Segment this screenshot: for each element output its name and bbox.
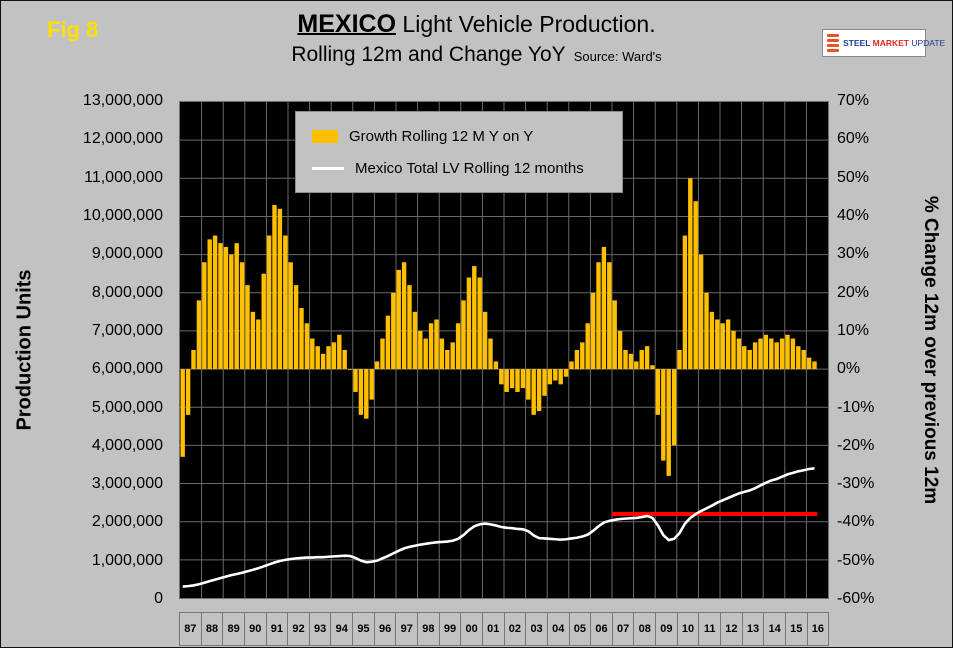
x-axis-tick-label: 92 bbox=[287, 613, 309, 645]
chart-title-country: MEXICO bbox=[297, 10, 397, 38]
left-axis-tick-label: 0 bbox=[154, 590, 163, 607]
plot-area: Growth Rolling 12 M Y on Y Mexico Total … bbox=[179, 101, 829, 599]
legend-bar-swatch bbox=[312, 129, 338, 143]
left-axis-tick-label: 9,000,000 bbox=[91, 245, 163, 263]
x-axis-tick-label: 99 bbox=[438, 613, 461, 645]
right-axis-tick-label: 40% bbox=[837, 206, 870, 224]
x-axis-tick-label: 09 bbox=[655, 613, 677, 645]
legend-item-production: Mexico Total LV Rolling 12 months bbox=[312, 152, 622, 184]
left-axis-ticks: 0 1,000,000 2,000,000 3,000,000 4,000,000 5,0… bbox=[41, 92, 169, 607]
left-axis-tick-label: 4,000,000 bbox=[91, 436, 163, 454]
x-axis-tick-label: 96 bbox=[373, 613, 396, 645]
right-axis-tick-label: -20% bbox=[837, 436, 875, 454]
left-axis-tick-label: 12,000,000 bbox=[82, 130, 163, 148]
x-axis-tick-label: 87 bbox=[179, 613, 201, 645]
left-axis-tick-label: 1,000,000 bbox=[91, 551, 163, 569]
right-axis-tick-label: 30% bbox=[837, 245, 870, 263]
x-axis-tick-label: 89 bbox=[222, 613, 244, 645]
left-axis-tick-label: 13,000,000 bbox=[82, 92, 163, 109]
right-axis-tick-label: 70% bbox=[837, 92, 870, 109]
left-axis-tick-label: 3,000,000 bbox=[91, 475, 163, 493]
logo-word-update: UPDATE bbox=[911, 38, 946, 48]
x-axis-tick-label: 16 bbox=[806, 613, 830, 645]
x-axis-tick-label: 88 bbox=[200, 613, 223, 645]
right-axis-ticks: -60% -50% -40% -30% -20% -10% 0% 10% 20% 30% 40% 50… bbox=[837, 92, 917, 607]
source-attribution: Source: Ward's bbox=[573, 49, 662, 65]
left-axis-tick-label: 2,000,000 bbox=[91, 513, 163, 531]
x-axis-tick-label: 91 bbox=[265, 613, 288, 645]
x-axis-tick-label: 11 bbox=[698, 613, 720, 645]
left-axis-tick-label: 11,000,000 bbox=[84, 168, 163, 186]
x-axis-tick-label: 95 bbox=[352, 613, 374, 645]
x-axis-tick-label: 15 bbox=[784, 613, 807, 645]
x-axis-tick-label: 06 bbox=[590, 613, 612, 645]
right-axis-title: % Change 12m over previous 12m bbox=[920, 195, 941, 505]
x-axis-tick-label: 04 bbox=[546, 613, 569, 645]
x-axis-tick-label: 01 bbox=[481, 613, 504, 645]
right-axis-tick-label: 0% bbox=[837, 360, 861, 378]
x-axis-tick-label: 02 bbox=[503, 613, 526, 645]
chart-subtitle: Rolling 12m and Change YoY Source: Ward's bbox=[1, 42, 952, 68]
x-axis-tick-label: 08 bbox=[633, 613, 655, 645]
x-axis-tick-label: 13 bbox=[741, 613, 764, 645]
x-axis-tick-label: 03 bbox=[525, 613, 547, 645]
x-axis-tick-label: 94 bbox=[330, 613, 352, 645]
logo-text: STEEL MARKET UPDATE bbox=[843, 38, 945, 48]
logo-word-market: MARKET bbox=[872, 38, 909, 48]
left-axis-tick-label: 10,000,000 bbox=[82, 206, 163, 224]
left-axis-tick-label: 5,000,000 bbox=[91, 398, 163, 416]
right-axis-tick-label: 60% bbox=[837, 130, 870, 148]
chart-canvas bbox=[180, 102, 828, 598]
logo-stripes-icon bbox=[827, 34, 839, 52]
right-axis-tick-label: -50% bbox=[837, 551, 875, 569]
left-axis-tick-label: 8,000,000 bbox=[91, 283, 163, 301]
chart-legend: Growth Rolling 12 M Y on Y Mexico Total … bbox=[295, 111, 623, 193]
right-axis-tick-label: 50% bbox=[837, 168, 870, 186]
left-axis-tick-label: 7,000,000 bbox=[91, 321, 163, 339]
right-axis-tick-label: -40% bbox=[837, 513, 875, 531]
left-axis-title: Production Units bbox=[13, 269, 36, 431]
x-axis-tick-label: 07 bbox=[611, 613, 634, 645]
x-axis-tick-label: 90 bbox=[243, 613, 266, 645]
right-axis-tick-label: 10% bbox=[837, 321, 870, 339]
legend-label-growth: Growth Rolling 12 M Y on Y bbox=[349, 127, 534, 145]
x-axis-tick-label: 14 bbox=[763, 613, 785, 645]
left-axis-tick-label: 6,000,000 bbox=[91, 360, 163, 378]
legend-line-swatch bbox=[312, 166, 344, 170]
right-axis-tick-label: 20% bbox=[837, 283, 870, 301]
right-axis-tick-label: -10% bbox=[837, 398, 875, 416]
x-axis-tick-label: 93 bbox=[308, 613, 331, 645]
x-axis-tick-label: 00 bbox=[460, 613, 482, 645]
x-axis-tick-label: 10 bbox=[676, 613, 699, 645]
figure-number-label: Fig 8 bbox=[47, 17, 99, 42]
legend-label-production: Mexico Total LV Rolling 12 months bbox=[355, 159, 584, 177]
growth-bars-series bbox=[180, 178, 817, 476]
x-axis-ticks: 87 88 89 90 91 92 93 94 95 96 97 98 99 00 01 02 03 04 05 06… bbox=[179, 612, 830, 646]
chart-subtitle-text: Rolling 12m and Change YoY bbox=[291, 43, 566, 67]
production-line-series bbox=[182, 467, 815, 588]
steel-market-update-logo: STEEL MARKET UPDATE bbox=[822, 29, 945, 57]
right-axis-tick-label: -60% bbox=[837, 590, 875, 607]
right-axis-tick-label: -30% bbox=[837, 475, 875, 493]
chart-title-block: MEXICO Light Vehicle Production. Rolling… bbox=[1, 9, 952, 69]
x-axis-tick-label: 05 bbox=[568, 613, 591, 645]
x-axis-tick-label: 12 bbox=[720, 613, 742, 645]
chart-title: MEXICO Light Vehicle Production. bbox=[1, 9, 952, 40]
x-axis-tick-label: 97 bbox=[395, 613, 417, 645]
chart-title-rest: Light Vehicle Production. bbox=[396, 11, 656, 37]
legend-item-growth: Growth Rolling 12 M Y on Y bbox=[312, 120, 622, 152]
x-axis-tick-label: 98 bbox=[417, 613, 439, 645]
logo-word-steel: STEEL bbox=[843, 38, 871, 48]
